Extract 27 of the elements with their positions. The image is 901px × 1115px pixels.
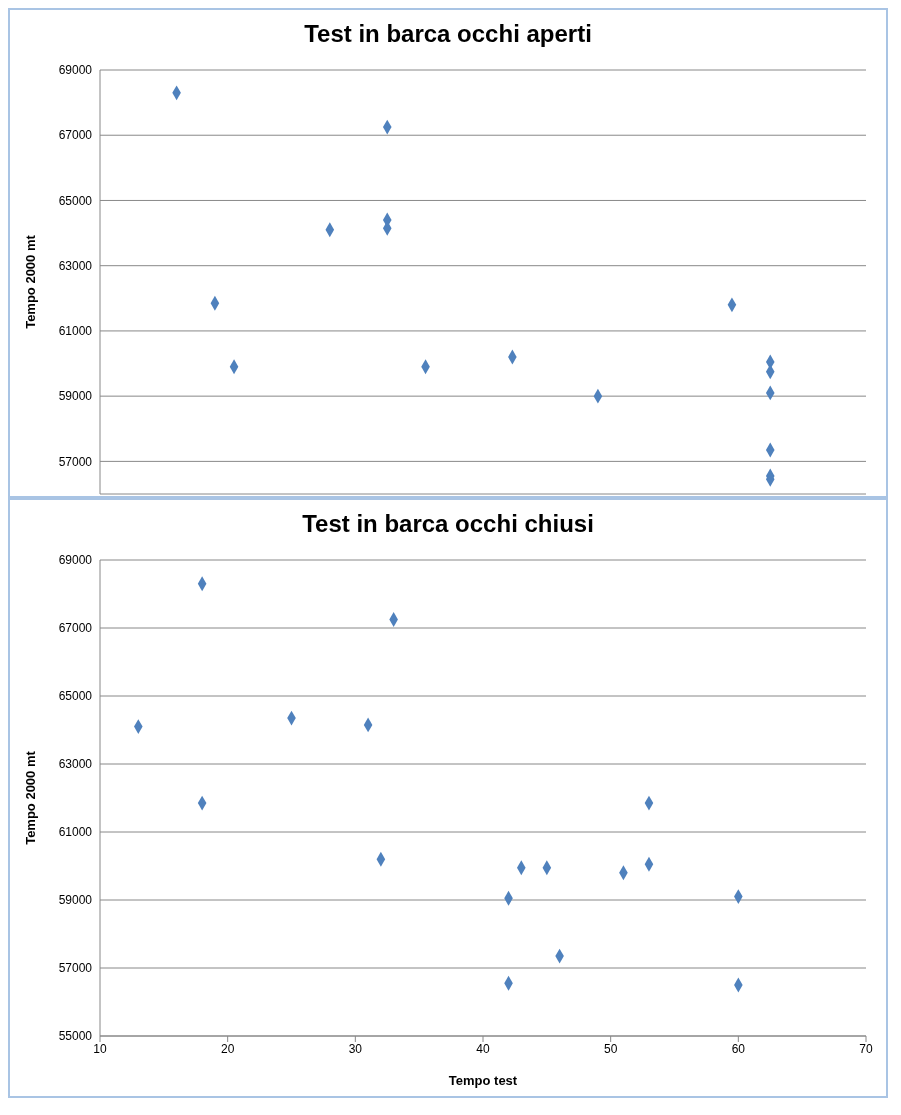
y-tick-label: 59000	[58, 893, 93, 908]
chart-title: Test in barca occhi chiusi	[301, 509, 595, 539]
y-axis-title: Tempo 2000 mt	[22, 750, 38, 845]
y-tick-label: 61000	[58, 324, 93, 339]
y-tick-label: 69000	[58, 553, 93, 568]
x-axis-title: Tempo test	[448, 1073, 518, 1089]
y-tick-label: 63000	[58, 757, 93, 772]
y-tick-label: 57000	[58, 961, 93, 976]
y-tick-label: 61000	[58, 825, 93, 840]
x-tick-label: 70	[859, 1041, 873, 1056]
x-tick-label: 50	[603, 1041, 618, 1056]
y-tick-label: 69000	[58, 63, 93, 78]
y-tick-label: 65000	[58, 193, 93, 208]
chart-title: Test in barca occhi aperti	[303, 19, 593, 49]
x-tick-label: 10	[93, 1041, 107, 1056]
x-tick-label: 30	[348, 1041, 363, 1056]
x-tick-label: 40	[476, 1041, 490, 1056]
x-tick-label: 60	[731, 1041, 746, 1056]
y-tick-label: 67000	[58, 621, 93, 636]
y-tick-label: 59000	[58, 389, 93, 404]
y-tick-label: 55000	[58, 1029, 93, 1044]
y-tick-label: 67000	[58, 128, 93, 143]
y-tick-label: 63000	[58, 258, 93, 273]
y-axis-title: Tempo 2000 mt	[22, 234, 38, 329]
y-tick-label: 65000	[58, 689, 93, 704]
y-tick-label: 57000	[58, 454, 93, 469]
x-tick-label: 20	[220, 1041, 235, 1056]
